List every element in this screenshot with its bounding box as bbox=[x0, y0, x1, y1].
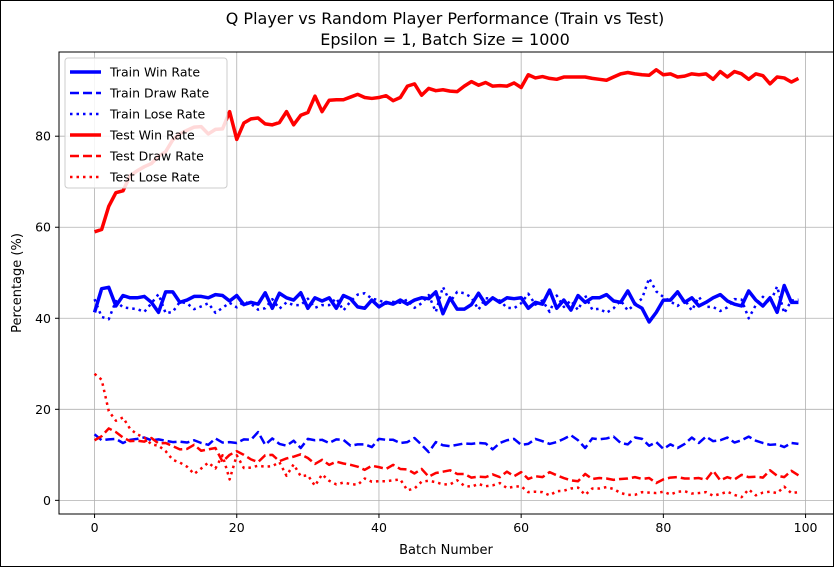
axis-ticks: 0 20 40 60 80 100 0 20 40 60 80 bbox=[35, 129, 817, 535]
legend-label-train-draw-rate: Train Draw Rate bbox=[109, 86, 210, 101]
chart-subtitle: Epsilon = 1, Batch Size = 1000 bbox=[320, 30, 570, 49]
x-tick-label: 80 bbox=[655, 520, 671, 535]
legend-label-test-lose-rate: Test Lose Rate bbox=[109, 170, 200, 185]
series-line-train-lose-rate bbox=[93, 276, 799, 321]
x-tick-label: 40 bbox=[371, 520, 387, 535]
legend-label-train-win-rate: Train Win Rate bbox=[109, 65, 200, 80]
y-tick-label: 80 bbox=[35, 129, 51, 144]
y-axis-label: Percentage (%) bbox=[10, 233, 25, 333]
plot-area-frame bbox=[58, 51, 834, 515]
series-line-train-draw-rate bbox=[93, 430, 799, 454]
legend-box bbox=[64, 57, 228, 189]
y-tick-label: 60 bbox=[35, 220, 51, 235]
y-tick-label: 40 bbox=[35, 311, 51, 326]
x-axis-label: Batch Number bbox=[399, 543, 493, 558]
x-tick-label: 20 bbox=[229, 520, 245, 535]
legend-label-test-draw-rate: Test Draw Rate bbox=[109, 149, 204, 164]
legend-label-test-win-rate: Test Win Rate bbox=[109, 128, 195, 143]
series-line-test-lose-rate bbox=[93, 372, 799, 499]
legend: Train Win Rate Train Draw Rate Train Lose … bbox=[64, 57, 228, 189]
y-tick-label: 20 bbox=[35, 402, 51, 417]
legend-label-train-lose-rate: Train Lose Rate bbox=[109, 107, 206, 122]
x-tick-label: 0 bbox=[91, 520, 99, 535]
x-tick-label: 100 bbox=[794, 520, 818, 535]
series-line-train-win-rate bbox=[92, 283, 799, 324]
series-line-test-draw-rate bbox=[93, 427, 800, 485]
x-tick-label: 60 bbox=[513, 520, 529, 535]
y-tick-label: 0 bbox=[43, 493, 51, 508]
chart-title: Q Player vs Random Player Performance (T… bbox=[226, 9, 664, 28]
